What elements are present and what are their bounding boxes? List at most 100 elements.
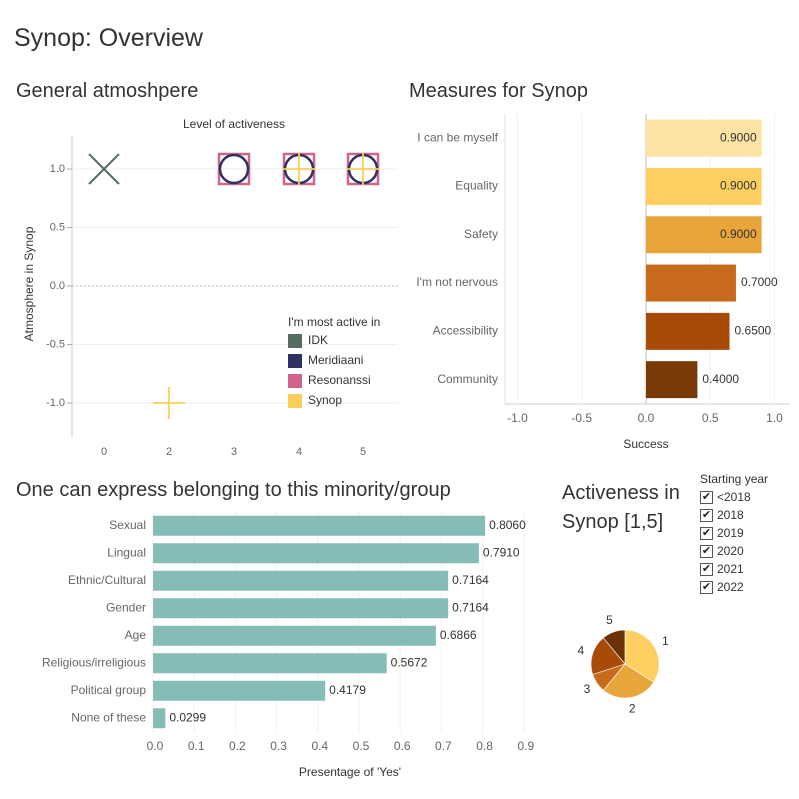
filter-title: Starting year: [700, 472, 769, 486]
measures-bar[interactable]: [646, 312, 730, 350]
checkbox[interactable]: ✔: [700, 490, 713, 504]
belonging-bar-value-label: 0.7910: [483, 545, 520, 559]
legend-swatch-idk[interactable]: [288, 334, 302, 348]
activeness-section-title: Activeness in Synop [1,5]: [562, 479, 680, 537]
filter-option-label: <2018: [717, 490, 751, 504]
scatter-legend-title: I'm most active in: [288, 315, 380, 329]
filter-option-2021[interactable]: ✔ 2021: [700, 560, 744, 578]
belonging-bar[interactable]: [153, 680, 326, 701]
scatter-y-tick-label: -0.5: [46, 338, 65, 350]
pie-slice-4[interactable]: [590, 637, 626, 675]
belonging-x-tick-label: 0.3: [270, 739, 287, 753]
legend-label-meridiaani: Meridiaani: [308, 353, 363, 367]
belonging-category-label: Political group: [71, 683, 147, 697]
belonging-x-tick-label: 0.4: [311, 739, 328, 753]
page-title: Synop: Overview: [14, 24, 203, 52]
belonging-bar[interactable]: [153, 653, 387, 674]
scatter-y-tick-label: 1.0: [50, 163, 65, 175]
legend-swatch-resonanssi[interactable]: [288, 374, 302, 388]
scatter-point-idk: [88, 153, 120, 185]
belonging-bar-value-label: 0.8060: [489, 518, 526, 532]
belonging-category-label: Gender: [106, 600, 146, 614]
checkbox[interactable]: ✔: [700, 526, 713, 540]
belonging-bar-value-label: 0.7164: [452, 600, 489, 614]
activeness-pie-chart: 1 2 3 4 5: [577, 613, 668, 716]
measures-x-tick-label: -1.0: [507, 411, 528, 425]
measures-bar-value-label: 0.9000: [720, 179, 757, 193]
measures-bar-value-label: 0.6500: [735, 324, 772, 338]
scatter-title: Level of activeness: [183, 117, 285, 131]
filter-option-label: 2022: [717, 580, 744, 594]
pie-slice-2[interactable]: [602, 663, 655, 699]
legend-label-synop: Synop: [308, 393, 342, 407]
belonging-bar-chart: 0.0 0.1 0.2 0.3 0.4 0.5 0.6 0.7 0.8 0.9 Presentage…: [42, 510, 534, 779]
measures-bar[interactable]: [646, 216, 762, 254]
scatter-x-tick-label: 3: [231, 446, 237, 458]
belonging-x-axis-label: Presentage of 'Yes': [299, 765, 401, 779]
measures-category-label: Community: [437, 372, 498, 386]
belonging-bar[interactable]: [153, 598, 449, 619]
filter-option-label: 2018: [717, 508, 744, 522]
atmosphere-scatter-chart: Level of activeness Atmosphere in Synop 1.…: [22, 117, 398, 458]
belonging-category-label: Age: [125, 628, 147, 642]
filter-option-2019[interactable]: ✔ 2019: [700, 524, 744, 542]
filter-option-2022[interactable]: ✔ 2022: [700, 578, 744, 596]
belonging-bar-value-label: 0.6866: [440, 628, 477, 642]
measures-category-label: Equality: [455, 179, 498, 193]
pie-slice-5[interactable]: [602, 629, 626, 665]
activeness-title-line-2: Synop [1,5]: [562, 511, 664, 533]
filter-option-label: 2020: [717, 544, 744, 558]
belonging-bar-value-label: 0.4179: [329, 683, 366, 697]
checkbox[interactable]: ✔: [700, 580, 713, 594]
belonging-category-label: Ethnic/Cultural: [68, 573, 146, 587]
filter-option-2018[interactable]: ✔ 2018: [700, 506, 744, 524]
filter-option-label: 2019: [717, 526, 744, 540]
checkbox[interactable]: ✔: [700, 562, 713, 576]
measures-bar-value-label: 0.9000: [720, 130, 757, 144]
scatter-x-tick-label: 2: [166, 446, 172, 458]
filter-option-before-2018[interactable]: ✔ <2018: [700, 488, 751, 506]
belonging-category-label: None of these: [71, 710, 146, 724]
belonging-bar[interactable]: [153, 708, 166, 729]
filter-option-label: 2021: [717, 562, 744, 576]
belonging-bar[interactable]: [153, 625, 436, 646]
belonging-section-title: One can express belonging to this minori…: [16, 479, 451, 501]
belonging-bar[interactable]: [153, 543, 479, 564]
measures-x-tick-label: -0.5: [571, 411, 592, 425]
scatter-point-meridiaani: [218, 153, 250, 185]
belonging-bar-value-label: 0.0299: [169, 710, 206, 724]
belonging-x-tick-label: 0.0: [147, 739, 164, 753]
measures-bar[interactable]: [646, 119, 762, 157]
belonging-bar-value-label: 0.5672: [391, 655, 428, 669]
filter-option-2020[interactable]: ✔ 2020: [700, 542, 744, 560]
legend-swatch-synop[interactable]: [288, 394, 302, 408]
measures-bar[interactable]: [646, 361, 698, 399]
measures-category-label: Accessibility: [433, 324, 498, 338]
measures-bar-chart: -1.0 -0.5 0.0 0.5 1.0 Success I can be myself 0…: [416, 114, 790, 451]
belonging-category-label: Religious/irreligious: [42, 655, 146, 669]
measures-category-label: I'm not nervous: [416, 275, 498, 289]
measures-bar[interactable]: [646, 264, 736, 302]
scatter-y-tick-label: -1.0: [46, 397, 65, 409]
belonging-x-tick-label: 0.7: [435, 739, 452, 753]
measures-section-title: Measures for Synop: [409, 80, 588, 102]
belonging-bar[interactable]: [153, 570, 449, 591]
scatter-x-tick-label: 4: [296, 446, 302, 458]
scatter-x-tick-label: 5: [360, 446, 366, 458]
belonging-category-label: Lingual: [107, 545, 146, 559]
belonging-x-tick-label: 0.5: [353, 739, 370, 753]
measures-category-label: I can be myself: [417, 130, 498, 144]
belonging-x-tick-label: 0.9: [517, 739, 534, 753]
legend-label-resonanssi: Resonanssi: [308, 373, 371, 387]
scatter-y-axis-label: Atmosphere in Synop: [22, 226, 36, 341]
measures-x-tick-label: 1.0: [766, 411, 783, 425]
legend-label-idk: IDK: [308, 333, 328, 347]
atmosphere-section-title: General atmoshpere: [16, 80, 199, 102]
measures-bar[interactable]: [646, 167, 762, 205]
checkbox[interactable]: ✔: [700, 544, 713, 558]
checkbox[interactable]: ✔: [700, 508, 713, 522]
legend-swatch-meridiaani[interactable]: [288, 354, 302, 368]
belonging-bar[interactable]: [153, 515, 486, 536]
pie-slice-label: 3: [584, 682, 591, 696]
